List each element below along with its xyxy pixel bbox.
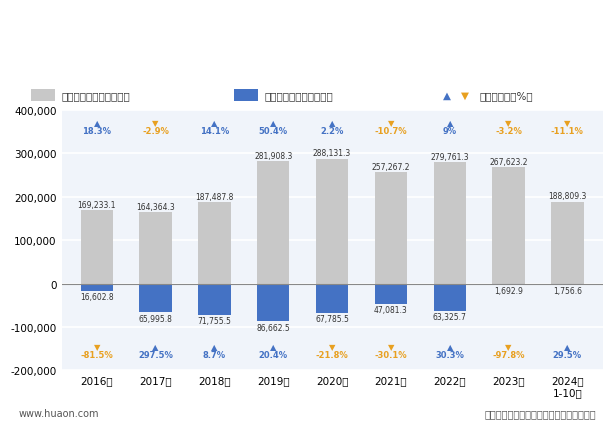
Bar [493, 284, 525, 285]
Text: ▲: ▲ [270, 342, 277, 351]
Text: ▲: ▲ [211, 342, 218, 351]
Text: ▲: ▲ [329, 119, 335, 128]
Text: 出口商品总值（万美元）: 出口商品总值（万美元） [62, 91, 130, 101]
Text: ▲: ▲ [446, 119, 453, 128]
Bar [434, 284, 466, 311]
Text: ▲: ▲ [270, 119, 277, 128]
Text: ▼: ▼ [506, 342, 512, 351]
Text: 188,809.3: 188,809.3 [548, 192, 587, 201]
Text: ▼: ▼ [461, 91, 469, 101]
Text: ▼: ▼ [387, 342, 394, 351]
Text: www.huaon.com: www.huaon.com [18, 408, 99, 418]
Text: ▼: ▼ [153, 119, 159, 128]
Bar [493, 168, 525, 284]
Text: -11.1%: -11.1% [551, 127, 584, 136]
Bar [375, 173, 407, 284]
Text: 14.1%: 14.1% [200, 127, 229, 136]
Text: 8.7%: 8.7% [203, 350, 226, 359]
Text: 267,623.2: 267,623.2 [490, 158, 528, 167]
Text: -10.7%: -10.7% [375, 127, 407, 136]
Text: ▲: ▲ [564, 342, 571, 351]
Text: 164,364.3: 164,364.3 [137, 202, 175, 212]
Text: ▼: ▼ [564, 119, 571, 128]
Text: ▲: ▲ [446, 342, 453, 351]
Text: 257,267.2: 257,267.2 [371, 162, 410, 171]
Text: 2016-2024年10月中国与也门进、出口商品总值: 2016-2024年10月中国与也门进、出口商品总值 [161, 53, 454, 71]
Bar [234, 90, 258, 102]
Text: 20.4%: 20.4% [259, 350, 288, 359]
Bar [257, 284, 290, 322]
Text: ▲: ▲ [153, 342, 159, 351]
Bar [81, 284, 113, 291]
Text: 297.5%: 297.5% [138, 350, 173, 359]
Text: ▼: ▼ [506, 119, 512, 128]
Bar [140, 284, 172, 313]
Text: 187,487.8: 187,487.8 [195, 193, 234, 201]
Text: 专业严谨 • 客观科学: 专业严谨 • 客观科学 [530, 16, 597, 26]
Text: 1,756.6: 1,756.6 [553, 286, 582, 295]
Text: 9%: 9% [443, 127, 457, 136]
Text: 18.3%: 18.3% [82, 127, 111, 136]
Text: 同比增长率（%）: 同比增长率（%） [480, 91, 533, 101]
Text: -81.5%: -81.5% [81, 350, 113, 359]
Text: 63,325.7: 63,325.7 [433, 313, 467, 322]
Text: ▼: ▼ [387, 119, 394, 128]
Text: 30.3%: 30.3% [435, 350, 464, 359]
Text: -97.8%: -97.8% [493, 350, 525, 359]
Text: 47,081.3: 47,081.3 [374, 306, 408, 315]
Text: 279,761.3: 279,761.3 [430, 153, 469, 161]
Text: 65,995.8: 65,995.8 [139, 314, 173, 323]
Text: ▲: ▲ [443, 91, 451, 101]
Text: -2.9%: -2.9% [142, 127, 169, 136]
Text: 29.5%: 29.5% [553, 350, 582, 359]
Text: 169,233.1: 169,233.1 [77, 200, 116, 210]
Text: 288,131.3: 288,131.3 [313, 149, 351, 158]
Text: ▼: ▼ [93, 342, 100, 351]
Bar [551, 284, 584, 285]
Text: 1,692.9: 1,692.9 [494, 286, 523, 295]
Text: 数据来源：中国海关，华经产业研究院整理: 数据来源：中国海关，华经产业研究院整理 [485, 408, 597, 418]
Bar [257, 162, 290, 284]
Text: 华经情报网: 华经情报网 [25, 14, 66, 28]
Text: 71,755.5: 71,755.5 [197, 317, 231, 325]
Bar [81, 211, 113, 284]
Text: 86,662.5: 86,662.5 [256, 323, 290, 332]
Text: -3.2%: -3.2% [495, 127, 522, 136]
Bar [316, 284, 348, 314]
Text: 16,602.8: 16,602.8 [80, 293, 114, 302]
Text: 进口商品总值（万美元）: 进口商品总值（万美元） [264, 91, 333, 101]
Bar [375, 284, 407, 305]
Text: ▲: ▲ [93, 119, 100, 128]
Text: 281,908.3: 281,908.3 [254, 152, 293, 161]
Bar [434, 163, 466, 284]
Text: 67,785.5: 67,785.5 [315, 315, 349, 324]
Text: -21.8%: -21.8% [315, 350, 349, 359]
Text: ▲: ▲ [211, 119, 218, 128]
Bar [316, 159, 348, 284]
Text: ▼: ▼ [329, 342, 335, 351]
Text: 50.4%: 50.4% [259, 127, 288, 136]
Bar [198, 203, 231, 284]
Text: 2.2%: 2.2% [320, 127, 344, 136]
Bar [551, 202, 584, 284]
Bar [140, 213, 172, 284]
Bar [31, 90, 55, 102]
Bar [198, 284, 231, 315]
Text: -30.1%: -30.1% [375, 350, 407, 359]
